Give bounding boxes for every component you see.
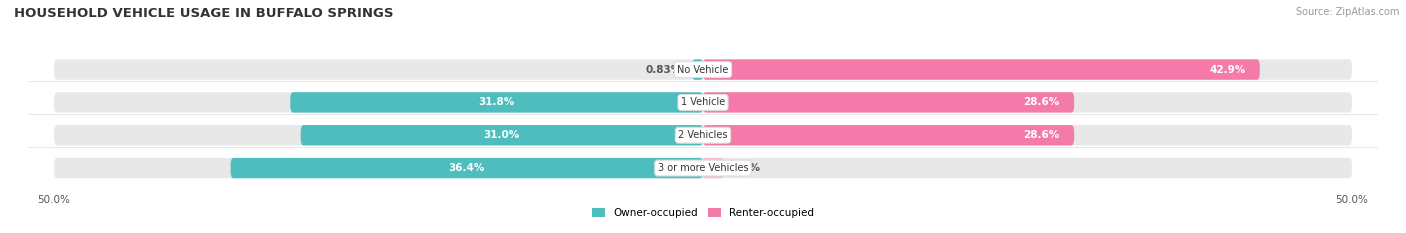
Text: 0.0%: 0.0% [731,163,761,173]
Text: 28.6%: 28.6% [1024,130,1060,140]
Text: No Vehicle: No Vehicle [678,65,728,75]
Text: 0.83%: 0.83% [645,65,682,75]
Text: 36.4%: 36.4% [449,163,485,173]
Text: 31.8%: 31.8% [478,97,515,107]
Text: 42.9%: 42.9% [1209,65,1246,75]
FancyBboxPatch shape [692,59,703,80]
Text: 2 Vehicles: 2 Vehicles [678,130,728,140]
Text: HOUSEHOLD VEHICLE USAGE IN BUFFALO SPRINGS: HOUSEHOLD VEHICLE USAGE IN BUFFALO SPRIN… [14,7,394,20]
Text: Source: ZipAtlas.com: Source: ZipAtlas.com [1295,7,1399,17]
Text: 1 Vehicle: 1 Vehicle [681,97,725,107]
FancyBboxPatch shape [703,92,1074,113]
Text: 28.6%: 28.6% [1024,97,1060,107]
FancyBboxPatch shape [53,125,1353,145]
FancyBboxPatch shape [290,92,703,113]
FancyBboxPatch shape [231,158,703,178]
FancyBboxPatch shape [53,92,1353,113]
FancyBboxPatch shape [703,125,1074,145]
Text: 3 or more Vehicles: 3 or more Vehicles [658,163,748,173]
FancyBboxPatch shape [703,158,723,178]
Legend: Owner-occupied, Renter-occupied: Owner-occupied, Renter-occupied [588,204,818,222]
FancyBboxPatch shape [53,59,1353,80]
Text: 31.0%: 31.0% [484,130,520,140]
FancyBboxPatch shape [703,59,1260,80]
FancyBboxPatch shape [53,158,1353,178]
FancyBboxPatch shape [301,125,703,145]
